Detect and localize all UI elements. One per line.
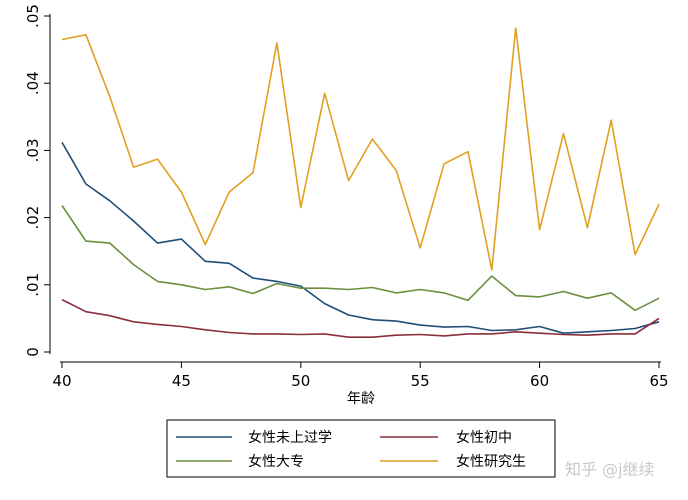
x-tick-label: 40 — [52, 372, 71, 390]
legend-label-series-4: 女性研究生 — [456, 453, 526, 470]
y-tick-label: .05 — [24, 4, 42, 28]
y-tick-label: .03 — [24, 138, 42, 162]
legend: 女性未上过学 女性初中 女性大专 女性研究生 — [166, 419, 556, 478]
series-line-2 — [61, 298, 660, 339]
legend-label-series-3: 女性大专 — [248, 453, 304, 470]
x-tick-label: 55 — [411, 372, 430, 390]
x-tick-label: 45 — [172, 372, 191, 390]
y-tick-label: .04 — [24, 71, 42, 95]
axes: 0 .01 .02 .03 .04 .05 40 45 50 55 60 65 — [24, 4, 669, 390]
series-line-1 — [61, 141, 660, 335]
y-tick-label: .01 — [24, 273, 42, 297]
x-tick-label: 50 — [291, 372, 310, 390]
legend-box — [166, 419, 556, 478]
x-axis-title: 年龄 — [347, 391, 375, 407]
y-tick-label: 0 — [24, 347, 42, 357]
x-tick-label: 60 — [530, 372, 549, 390]
series-line-4 — [61, 27, 660, 271]
legend-label-series-1: 女性未上过学 — [248, 429, 332, 446]
series-line-3 — [61, 205, 660, 312]
series-lines — [61, 27, 660, 339]
y-tick-label: .02 — [24, 206, 42, 230]
watermark: 知乎 @j继续 — [565, 460, 655, 479]
x-tick-label: 65 — [649, 372, 668, 390]
legend-label-series-2: 女性初中 — [456, 429, 512, 446]
